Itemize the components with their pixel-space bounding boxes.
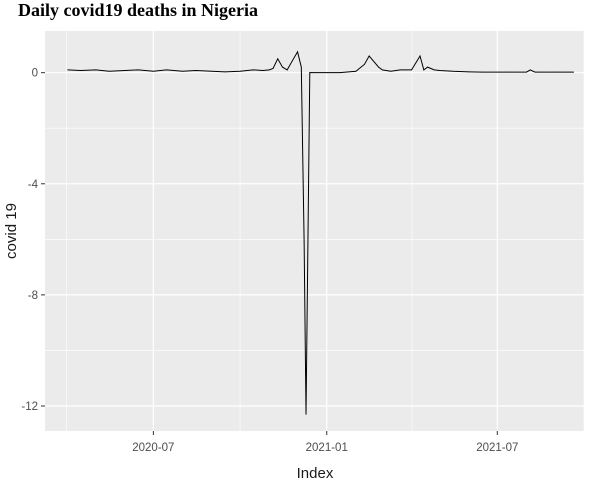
data-point xyxy=(239,70,241,72)
data-point xyxy=(399,69,401,71)
data-point xyxy=(309,72,311,74)
data-point xyxy=(310,72,312,74)
data-point xyxy=(268,69,270,71)
data-point xyxy=(272,68,274,69)
data-point xyxy=(252,69,254,71)
data-point xyxy=(355,70,357,72)
data-point xyxy=(182,70,183,72)
data-point xyxy=(452,70,454,72)
data-point xyxy=(305,413,307,415)
y-tick-label: 0 xyxy=(32,68,38,80)
x-tick-label: 2021-07 xyxy=(476,442,518,454)
data-point xyxy=(368,55,370,57)
chart-title: Daily covid19 deaths in Nigeria xyxy=(18,0,259,20)
data-point xyxy=(468,71,470,73)
data-point xyxy=(496,71,498,73)
minor-grid xyxy=(45,31,585,431)
x-axis-title: Index xyxy=(297,465,334,482)
data-point xyxy=(262,70,264,71)
data-point xyxy=(311,72,313,74)
data-point xyxy=(277,58,279,60)
data-point xyxy=(378,66,379,68)
x-tick-label: 2021-01 xyxy=(306,442,348,454)
data-point xyxy=(534,71,536,73)
data-point xyxy=(529,69,531,71)
data-point xyxy=(481,71,483,73)
data-point xyxy=(303,241,305,243)
y-tick-label: -12 xyxy=(21,401,38,413)
y-tick-label: -8 xyxy=(28,290,38,302)
data-point xyxy=(315,72,316,74)
data-point xyxy=(555,71,557,73)
data-point xyxy=(124,70,126,71)
data-point xyxy=(364,63,365,65)
major-grid xyxy=(45,31,584,431)
data-point xyxy=(427,66,428,68)
series-layer xyxy=(67,50,575,415)
data-point xyxy=(211,70,213,72)
data-point xyxy=(411,69,412,71)
data-point xyxy=(152,70,154,72)
axes-layer: 2020-07 2021-01 2021-07 0 -4 -8 -12 xyxy=(21,68,518,454)
data-point xyxy=(286,69,288,71)
data-point xyxy=(67,69,69,71)
y-axis-title: covid 19 xyxy=(3,203,20,259)
data-point xyxy=(95,69,97,71)
data-point xyxy=(307,244,309,246)
data-point xyxy=(108,70,110,72)
data-point xyxy=(195,70,197,71)
data-point xyxy=(80,70,82,71)
data-point xyxy=(326,72,328,74)
data-point xyxy=(313,72,314,74)
data-point xyxy=(419,55,421,57)
data-point xyxy=(373,61,375,62)
data-point xyxy=(224,71,226,73)
data-point xyxy=(381,69,383,71)
data-point xyxy=(573,71,575,73)
x-tick-label: 2020-07 xyxy=(132,442,174,454)
plot-panel xyxy=(45,31,584,431)
data-point xyxy=(300,66,302,68)
data-point xyxy=(433,69,435,71)
data-point xyxy=(291,61,293,62)
data-point xyxy=(137,69,139,71)
data-point xyxy=(526,71,527,73)
data-point xyxy=(339,72,341,74)
data-point xyxy=(166,69,167,71)
data-point xyxy=(297,51,298,53)
data-point xyxy=(423,69,425,71)
y-tick-label: -4 xyxy=(28,179,39,191)
data-point xyxy=(282,66,283,68)
data-point xyxy=(510,71,511,73)
data-point xyxy=(568,71,570,73)
data-point xyxy=(439,70,441,71)
data-point xyxy=(390,70,392,72)
data-point xyxy=(539,71,541,73)
